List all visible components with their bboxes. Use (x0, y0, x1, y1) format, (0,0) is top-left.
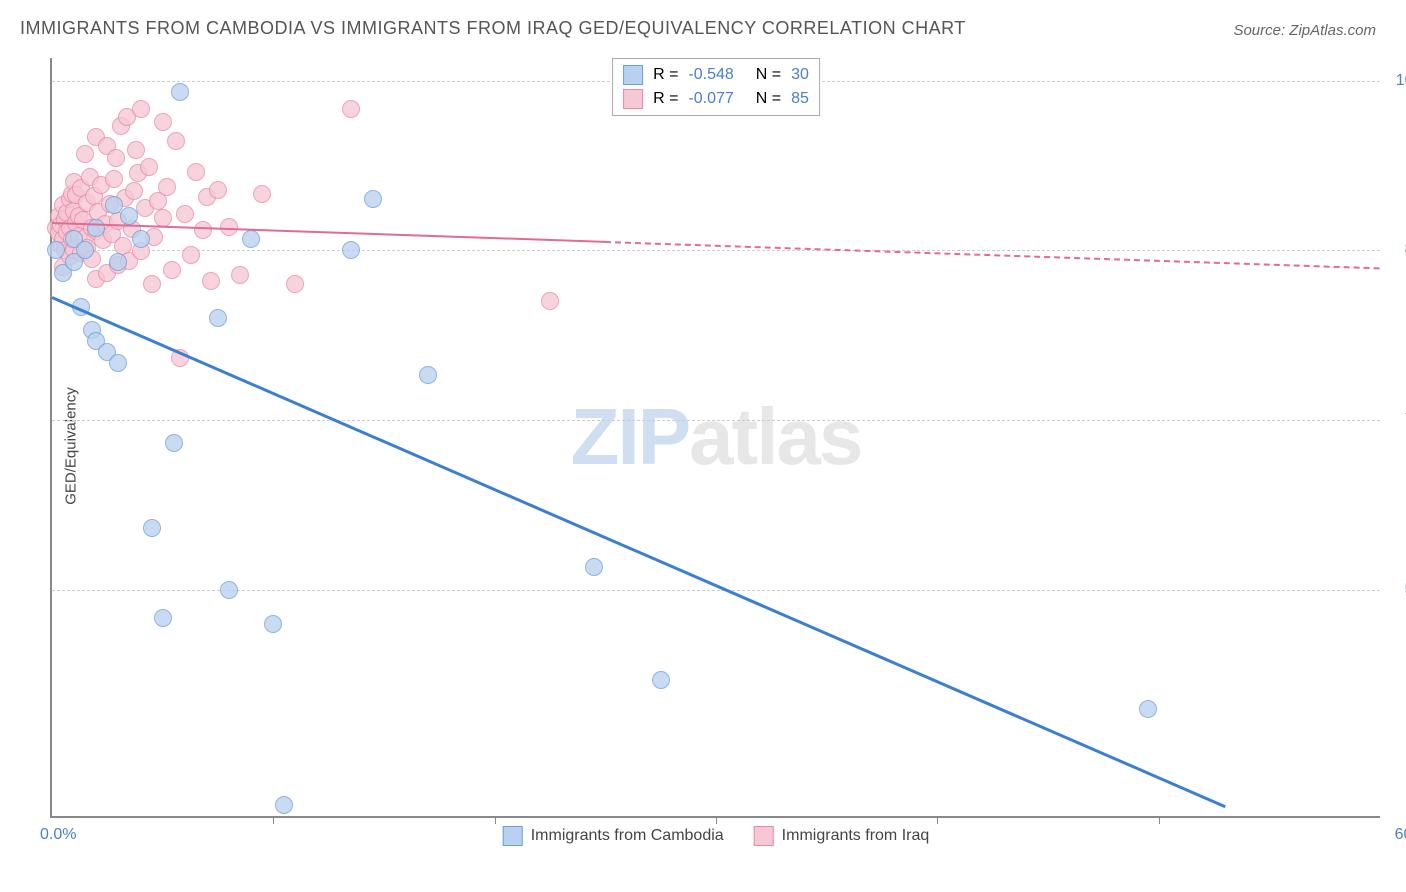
data-point-iraq (342, 100, 360, 118)
data-point-iraq (154, 113, 172, 131)
swatch-iraq-icon (623, 89, 643, 109)
y-tick-label: 70.0% (1390, 411, 1406, 429)
data-point-cambodia (165, 434, 183, 452)
n-cambodia-value: 30 (791, 66, 809, 84)
trendline-iraq-dashed (605, 241, 1380, 269)
data-point-cambodia (171, 83, 189, 101)
y-tick-label: 55.0% (1390, 581, 1406, 599)
data-point-iraq (107, 149, 125, 167)
x-tick-end: 60.0% (1395, 826, 1406, 844)
legend-series: Immigrants from Cambodia Immigrants from… (503, 826, 930, 846)
x-tick-minor (1159, 816, 1160, 824)
data-point-cambodia (87, 219, 105, 237)
x-tick-start: 0.0% (40, 826, 76, 844)
data-point-cambodia (364, 190, 382, 208)
x-tick-minor (716, 816, 717, 824)
data-point-iraq (286, 275, 304, 293)
data-point-cambodia (652, 671, 670, 689)
swatch-iraq-icon (754, 826, 774, 846)
data-point-cambodia (585, 558, 603, 576)
data-point-cambodia (76, 241, 94, 259)
data-point-cambodia (220, 581, 238, 599)
data-point-iraq (253, 185, 271, 203)
data-point-iraq (154, 209, 172, 227)
plot-area: ZIPatlas R = -0.548 N = 30 R = -0.077 N … (50, 58, 1380, 818)
data-point-iraq (140, 158, 158, 176)
data-point-iraq (209, 181, 227, 199)
data-point-cambodia (154, 609, 172, 627)
data-point-cambodia (342, 241, 360, 259)
data-point-cambodia (275, 796, 293, 814)
data-point-cambodia (109, 253, 127, 271)
data-point-iraq (132, 100, 150, 118)
data-point-iraq (202, 272, 220, 290)
data-point-iraq (105, 170, 123, 188)
data-point-iraq (220, 218, 238, 236)
trendline-cambodia (51, 296, 1225, 808)
data-point-cambodia (209, 309, 227, 327)
swatch-cambodia-icon (503, 826, 523, 846)
data-point-iraq (167, 132, 185, 150)
data-point-iraq (127, 141, 145, 159)
data-point-cambodia (1139, 700, 1157, 718)
data-point-iraq (541, 292, 559, 310)
r-iraq-value: -0.077 (688, 90, 733, 108)
y-tick-label: 85.0% (1390, 241, 1406, 259)
data-point-iraq (76, 145, 94, 163)
r-cambodia-value: -0.548 (688, 66, 733, 84)
data-point-iraq (182, 246, 200, 264)
data-point-cambodia (132, 230, 150, 248)
data-point-cambodia (120, 207, 138, 225)
data-point-cambodia (143, 519, 161, 537)
data-point-cambodia (109, 354, 127, 372)
source-label: Source: ZipAtlas.com (1233, 22, 1376, 39)
data-point-cambodia (105, 196, 123, 214)
data-point-cambodia (47, 241, 65, 259)
data-point-iraq (176, 205, 194, 223)
data-point-iraq (163, 261, 181, 279)
data-point-iraq (231, 266, 249, 284)
legend-iraq-label: Immigrants from Iraq (782, 827, 930, 845)
x-tick-minor (273, 816, 274, 824)
data-point-iraq (143, 275, 161, 293)
x-tick-minor (495, 816, 496, 824)
data-point-iraq (194, 221, 212, 239)
legend-correlation: R = -0.548 N = 30 R = -0.077 N = 85 (612, 58, 820, 116)
legend-cambodia-label: Immigrants from Cambodia (531, 827, 724, 845)
y-tick-label: 100.0% (1390, 72, 1406, 90)
data-point-iraq (187, 163, 205, 181)
data-point-cambodia (264, 615, 282, 633)
n-iraq-value: 85 (791, 90, 809, 108)
data-point-iraq (158, 178, 176, 196)
data-point-cambodia (419, 366, 437, 384)
data-point-iraq (125, 182, 143, 200)
chart-title: IMMIGRANTS FROM CAMBODIA VS IMMIGRANTS F… (20, 18, 966, 39)
data-point-cambodia (242, 230, 260, 248)
x-tick-minor (937, 816, 938, 824)
swatch-cambodia-icon (623, 65, 643, 85)
